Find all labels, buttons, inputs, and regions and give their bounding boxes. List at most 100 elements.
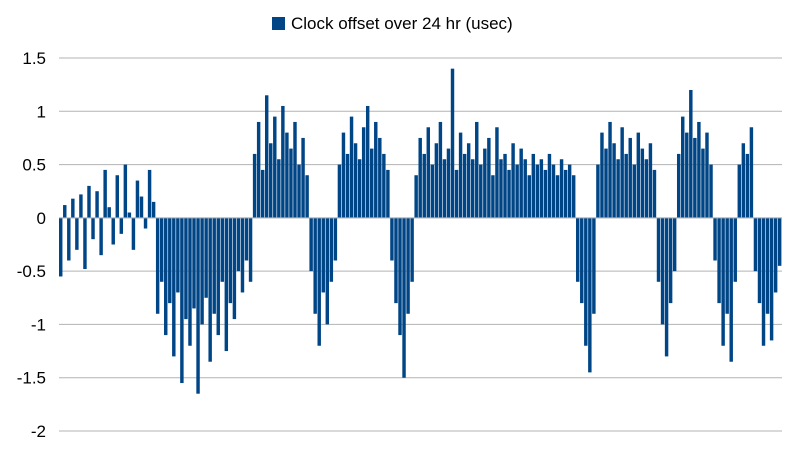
bar <box>410 217 414 282</box>
bar <box>244 217 249 261</box>
bar <box>107 207 111 218</box>
bar <box>757 217 762 304</box>
bar <box>333 217 338 261</box>
bar <box>466 143 471 218</box>
bar <box>309 217 313 272</box>
bar <box>551 164 556 218</box>
bar <box>612 143 616 218</box>
bar <box>499 159 503 218</box>
bar <box>559 159 564 218</box>
bar <box>580 217 584 304</box>
bar <box>604 148 608 218</box>
bar <box>139 196 144 218</box>
bar <box>341 132 346 218</box>
bar <box>240 217 245 293</box>
bar <box>555 175 560 218</box>
bar <box>256 121 261 218</box>
y-tick-label: -2 <box>31 422 46 441</box>
bar <box>664 217 669 357</box>
bar <box>539 159 544 218</box>
bar <box>180 217 184 384</box>
bar <box>390 217 394 261</box>
bar <box>721 217 725 346</box>
bar <box>248 217 253 282</box>
y-tick-label: -0.5 <box>17 262 46 281</box>
bar <box>600 132 604 218</box>
bar <box>563 169 568 218</box>
series-bars <box>59 68 782 394</box>
bar <box>208 217 212 362</box>
bar <box>507 169 511 218</box>
bar <box>737 164 742 218</box>
bar <box>705 132 709 218</box>
bar <box>741 143 746 218</box>
bar <box>151 201 156 218</box>
bar <box>503 153 507 218</box>
bar <box>83 217 87 270</box>
bar <box>475 121 479 218</box>
bar <box>155 217 160 314</box>
bar <box>99 217 103 256</box>
bar <box>293 121 297 218</box>
bar <box>285 132 289 218</box>
bar <box>685 132 689 218</box>
bar <box>652 169 657 218</box>
bar <box>620 127 624 218</box>
bar <box>382 153 386 218</box>
bar <box>281 105 285 218</box>
bar <box>531 153 536 218</box>
bar <box>260 169 265 218</box>
bar <box>681 116 685 218</box>
bar <box>729 217 733 362</box>
bar <box>709 164 713 218</box>
bar <box>172 217 176 357</box>
bar <box>192 217 196 309</box>
bar <box>660 217 665 325</box>
bar <box>91 217 95 240</box>
bar <box>418 137 422 218</box>
bar <box>228 217 233 304</box>
bar <box>596 164 600 218</box>
bar <box>313 217 317 314</box>
bar <box>725 217 729 314</box>
bar <box>547 153 552 218</box>
bar <box>147 169 152 218</box>
bar <box>648 143 653 218</box>
bar <box>188 217 192 346</box>
bar <box>168 217 172 304</box>
bar <box>184 217 188 320</box>
bar <box>402 217 406 378</box>
bar <box>450 68 455 218</box>
bar <box>584 217 588 346</box>
bar <box>446 148 451 218</box>
bar <box>365 105 370 218</box>
bar <box>749 127 754 218</box>
bar <box>378 137 382 218</box>
bar <box>349 116 354 218</box>
bar <box>483 148 487 218</box>
bar <box>325 217 330 325</box>
bar <box>63 205 67 218</box>
bar <box>511 143 515 218</box>
bar <box>608 121 612 218</box>
bar <box>523 159 527 218</box>
bar <box>571 175 576 218</box>
bar <box>434 143 439 218</box>
bar <box>87 185 91 218</box>
bar <box>297 164 301 218</box>
bar <box>624 153 628 218</box>
bar <box>753 217 758 272</box>
y-tick-label: 1 <box>37 102 46 121</box>
bar <box>135 180 140 218</box>
y-tick-label: 0.5 <box>22 156 46 175</box>
bar <box>765 217 770 314</box>
bar <box>458 132 463 218</box>
bar <box>656 217 661 282</box>
bar <box>131 217 136 250</box>
bar <box>430 164 435 218</box>
bar <box>345 153 350 218</box>
bar <box>111 217 115 245</box>
bar <box>357 159 362 218</box>
bar <box>317 217 321 346</box>
